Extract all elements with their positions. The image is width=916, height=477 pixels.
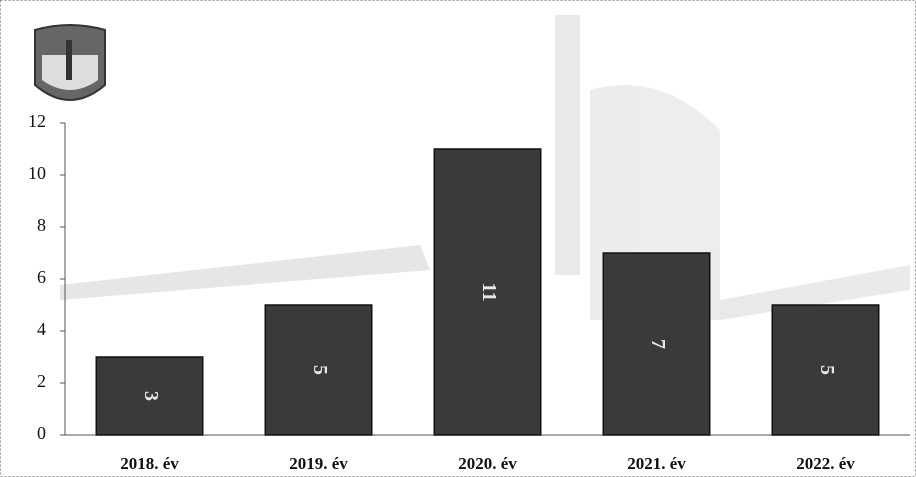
y-tick-label: 10	[28, 163, 46, 183]
y-tick-label: 6	[37, 267, 46, 287]
data-label: 3	[140, 391, 162, 401]
bar	[602, 252, 711, 436]
data-label: 11	[478, 283, 500, 302]
logo	[34, 24, 106, 101]
y-tick-label: 8	[37, 215, 46, 235]
x-tick-label: 2018. év	[120, 454, 179, 473]
data-label: 5	[816, 365, 838, 375]
x-tick-label: 2021. év	[627, 454, 686, 473]
x-tick-label: 2022. év	[796, 454, 855, 473]
bar	[433, 148, 542, 436]
y-tick-label: 4	[37, 319, 46, 339]
data-label: 7	[647, 339, 669, 349]
y-tick-label: 2	[37, 371, 46, 391]
x-tick-label: 2020. év	[458, 454, 517, 473]
y-tick-label: 12	[28, 111, 46, 131]
bar	[771, 304, 880, 436]
bar	[264, 304, 373, 436]
data-label: 5	[309, 365, 331, 375]
x-tick-label: 2019. év	[289, 454, 348, 473]
bar	[95, 356, 204, 436]
y-tick-label: 0	[37, 423, 46, 443]
